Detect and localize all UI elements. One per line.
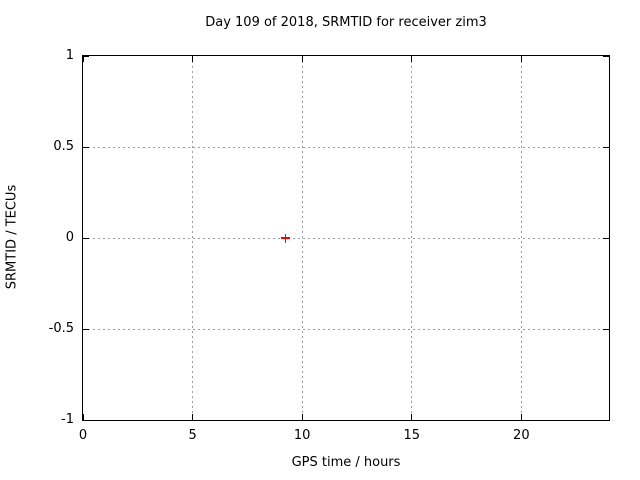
x-tick-bottom <box>520 414 522 420</box>
chart-title: Day 109 of 2018, SRMTID for receiver zim… <box>205 15 487 30</box>
y-tick-label: 0.5 <box>53 139 74 154</box>
y-tick-left <box>83 419 89 421</box>
y-gridline <box>83 237 609 239</box>
x-tick-label: 15 <box>403 428 421 443</box>
x-tick-bottom <box>192 414 194 420</box>
x-tick-label: 20 <box>513 428 530 443</box>
y-tick-left <box>83 146 89 148</box>
y-gridline <box>83 146 609 148</box>
x-tick-top <box>192 56 194 62</box>
y-tick-left <box>83 237 89 239</box>
y-tick-right <box>603 55 609 57</box>
x-tick-label: 10 <box>293 428 311 443</box>
x-tick-top <box>82 56 84 62</box>
x-tick-bottom <box>411 414 413 420</box>
x-tick-top <box>301 56 303 62</box>
x-tick-bottom <box>301 414 303 420</box>
x-tick-bottom <box>82 414 84 420</box>
y-tick-label: 0 <box>65 230 74 245</box>
x-tick-label: 5 <box>188 428 197 443</box>
y-gridline <box>83 328 609 330</box>
y-tick-left <box>83 55 89 57</box>
data-point-marker <box>281 233 291 243</box>
y-tick-right <box>603 328 609 330</box>
y-tick-right <box>603 146 609 148</box>
x-axis-title: GPS time / hours <box>291 455 401 470</box>
y-tick-right <box>603 419 609 421</box>
y-tick-left <box>83 328 89 330</box>
plot-area <box>82 55 610 421</box>
x-tick-label: 0 <box>78 428 88 443</box>
y-tick-label: -1 <box>61 412 74 427</box>
y-tick-label: -0.5 <box>48 321 74 336</box>
y-tick-right <box>603 237 609 239</box>
x-tick-top <box>411 56 413 62</box>
y-tick-label: 1 <box>65 48 74 63</box>
x-tick-top <box>520 56 522 62</box>
marker-vertical-bar <box>284 233 287 243</box>
